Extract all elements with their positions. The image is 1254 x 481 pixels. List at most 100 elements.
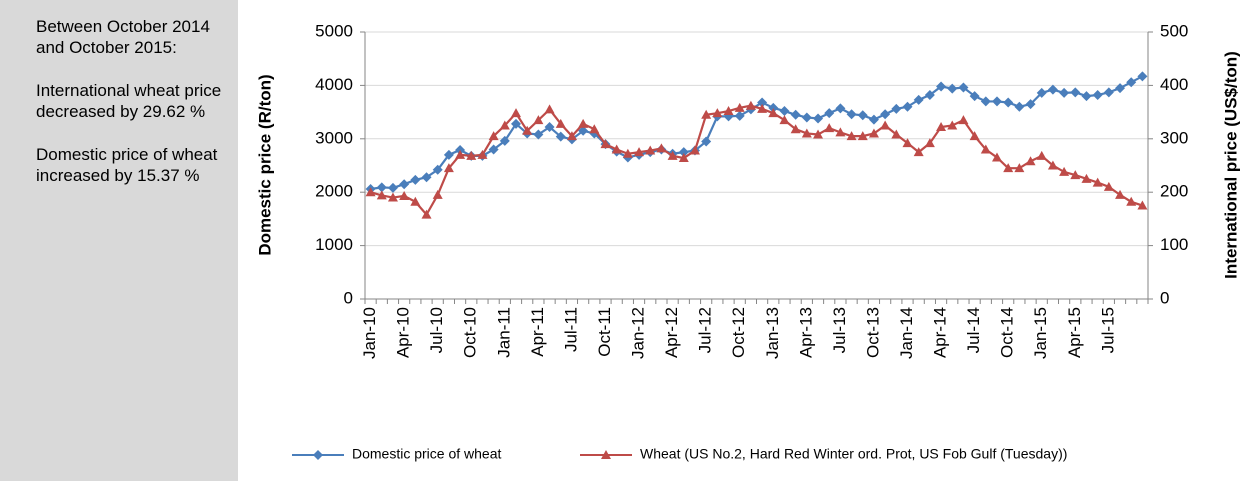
y2-tick-label: 200 [1160, 182, 1188, 201]
marker [533, 129, 544, 140]
series-line [370, 75, 1143, 191]
marker [511, 118, 522, 129]
x-tick-label: Apr-10 [394, 307, 413, 358]
marker [936, 81, 947, 92]
marker [924, 90, 935, 101]
marker [365, 187, 376, 197]
x-tick-label: Jan-11 [494, 307, 513, 358]
marker [980, 144, 991, 154]
marker [645, 145, 656, 155]
marker [846, 131, 857, 141]
y2-tick-label: 400 [1160, 75, 1188, 94]
marker [835, 103, 846, 114]
marker [589, 124, 600, 134]
marker [902, 138, 913, 148]
marker [376, 190, 387, 200]
marker [779, 106, 790, 117]
marker [757, 97, 768, 108]
y-tick-label: 1000 [315, 235, 353, 254]
y2-tick-label: 300 [1160, 128, 1188, 147]
marker [410, 174, 421, 185]
marker [566, 131, 577, 141]
marker [488, 131, 499, 141]
marker [1137, 200, 1148, 210]
marker [734, 102, 745, 112]
y2-tick-label: 0 [1160, 288, 1169, 307]
marker [712, 108, 723, 118]
marker [399, 190, 410, 200]
marker [868, 128, 879, 138]
marker [1092, 90, 1103, 101]
marker [443, 163, 454, 173]
marker [857, 131, 868, 141]
marker [611, 144, 622, 154]
y-tick-label: 5000 [315, 21, 353, 40]
marker [410, 196, 421, 206]
marker [958, 115, 969, 125]
marker [1014, 163, 1025, 173]
marker [555, 118, 566, 128]
marker [1059, 87, 1070, 98]
marker [678, 147, 689, 158]
marker [991, 96, 1002, 107]
marker [857, 110, 868, 121]
marker [924, 138, 935, 148]
marker [891, 103, 902, 114]
series-line [370, 104, 1143, 217]
marker [522, 125, 533, 135]
x-tick-label: Apr-11 [528, 307, 547, 357]
sidebar-text: Domestic price of wheat increased by 15.… [36, 145, 218, 185]
marker [455, 149, 466, 159]
marker [991, 152, 1002, 162]
marker [1047, 84, 1058, 95]
marker [813, 113, 824, 124]
marker [1070, 87, 1081, 98]
y2-axis-title: International price (US$/ton) [1221, 51, 1240, 279]
marker [600, 139, 611, 149]
marker [1059, 166, 1070, 176]
x-tick-label: Jul-12 [696, 307, 715, 353]
marker [1081, 91, 1092, 102]
marker [1092, 177, 1103, 187]
marker [980, 96, 991, 107]
marker [969, 91, 980, 102]
marker [313, 450, 323, 460]
marker [1126, 77, 1137, 88]
marker [533, 115, 544, 125]
x-tick-label: Oct-11 [595, 307, 614, 357]
marker [936, 122, 947, 132]
marker [824, 123, 835, 133]
marker [768, 102, 779, 113]
marker [387, 192, 398, 202]
marker [634, 147, 645, 157]
marker [1126, 196, 1137, 206]
marker [1014, 101, 1025, 112]
x-tick-label: Jul-14 [964, 307, 983, 353]
marker [768, 108, 779, 118]
marker [544, 122, 555, 133]
x-tick-label: Jan-14 [897, 307, 916, 359]
legend-label: Wheat (US No.2, Hard Red Winter ord. Pro… [640, 446, 1067, 462]
marker [376, 182, 387, 193]
y-tick-label: 0 [344, 288, 353, 307]
y2-tick-label: 500 [1160, 21, 1188, 40]
marker [1025, 156, 1036, 166]
marker [622, 148, 633, 158]
marker [779, 115, 790, 125]
marker [790, 109, 801, 120]
x-tick-label: Jul-11 [561, 307, 580, 352]
marker [1081, 173, 1092, 183]
x-tick-label: Jul-10 [427, 307, 446, 353]
marker [801, 112, 812, 123]
marker [913, 147, 924, 157]
marker [701, 109, 712, 119]
marker [689, 145, 700, 155]
marker [891, 129, 902, 139]
marker [578, 125, 589, 136]
marker [555, 131, 566, 142]
marker [1103, 181, 1114, 191]
marker [868, 114, 879, 125]
marker [1103, 87, 1114, 98]
x-tick-label: Oct-10 [461, 307, 480, 358]
